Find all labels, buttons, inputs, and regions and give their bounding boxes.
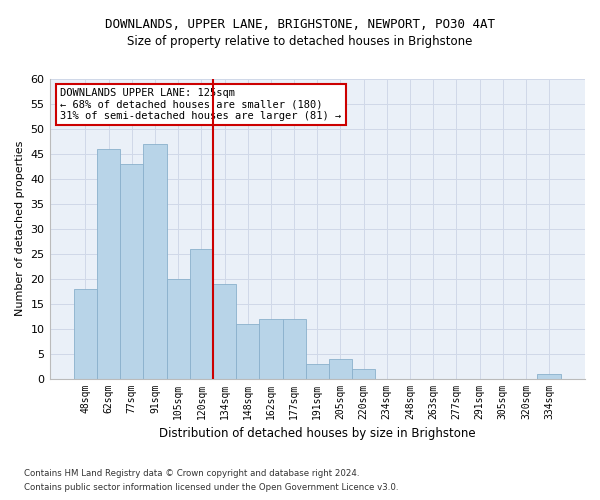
Bar: [329, 358, 352, 378]
Text: DOWNLANDS UPPER LANE: 125sqm
← 68% of detached houses are smaller (180)
31% of s: DOWNLANDS UPPER LANE: 125sqm ← 68% of de…: [60, 88, 341, 121]
Bar: [120, 164, 143, 378]
Bar: [213, 284, 236, 378]
Text: DOWNLANDS, UPPER LANE, BRIGHSTONE, NEWPORT, PO30 4AT: DOWNLANDS, UPPER LANE, BRIGHSTONE, NEWPO…: [105, 18, 495, 30]
Y-axis label: Number of detached properties: Number of detached properties: [15, 141, 25, 316]
Bar: [283, 318, 305, 378]
Bar: [352, 368, 375, 378]
X-axis label: Distribution of detached houses by size in Brighstone: Distribution of detached houses by size …: [159, 427, 476, 440]
Bar: [143, 144, 167, 378]
Bar: [259, 318, 283, 378]
Bar: [305, 364, 329, 378]
Text: Contains HM Land Registry data © Crown copyright and database right 2024.: Contains HM Land Registry data © Crown c…: [24, 468, 359, 477]
Bar: [97, 149, 120, 378]
Bar: [74, 288, 97, 378]
Bar: [167, 278, 190, 378]
Bar: [236, 324, 259, 378]
Text: Contains public sector information licensed under the Open Government Licence v3: Contains public sector information licen…: [24, 484, 398, 492]
Bar: [190, 248, 213, 378]
Text: Size of property relative to detached houses in Brighstone: Size of property relative to detached ho…: [127, 35, 473, 48]
Bar: [538, 374, 560, 378]
